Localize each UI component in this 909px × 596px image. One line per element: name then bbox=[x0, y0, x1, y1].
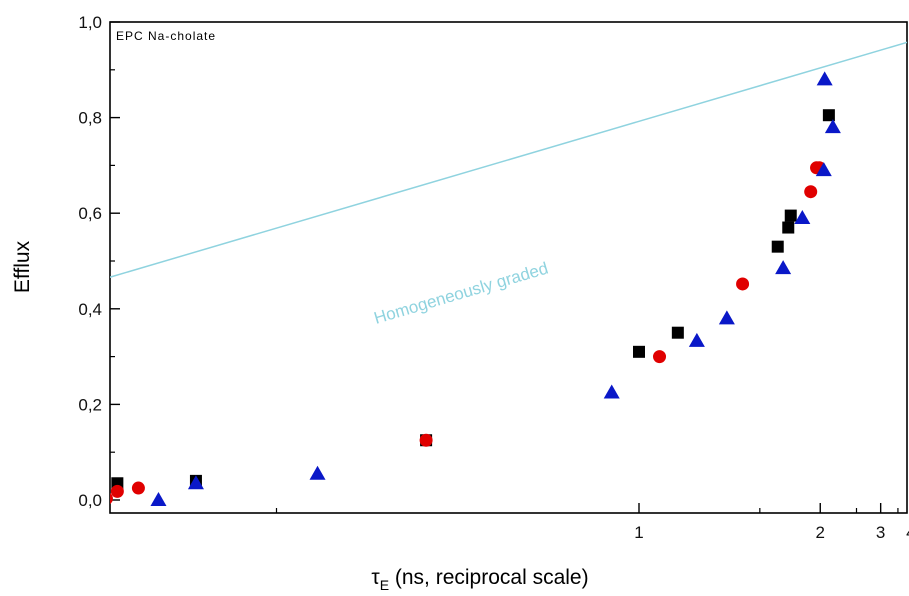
reference-line-layer bbox=[110, 41, 907, 278]
y-tick-label: 1,0 bbox=[78, 13, 102, 32]
data-point-square bbox=[54, 492, 66, 504]
data-point-square bbox=[771, 240, 784, 253]
y-axis-title: Efflux bbox=[11, 240, 34, 293]
x-axis-title: τE (ns, reciprocal scale) bbox=[371, 566, 588, 593]
x-tick-label: 4 bbox=[906, 523, 909, 542]
data-point-square bbox=[671, 326, 684, 339]
y-tick-label: 0,0 bbox=[78, 491, 102, 510]
data-point-triangle bbox=[187, 475, 204, 490]
x-axis-title-rest: (ns, reciprocal scale) bbox=[389, 566, 589, 589]
x-axis-title-subscript: E bbox=[380, 577, 389, 593]
data-point-triangle bbox=[309, 465, 326, 480]
data-point-square bbox=[782, 221, 795, 234]
x-axis: 1 2 3 4 bbox=[275, 503, 909, 542]
data-point-triangle bbox=[688, 332, 705, 347]
data-point-circle bbox=[736, 277, 750, 291]
data-point-triangle bbox=[150, 492, 167, 506]
data-point-square bbox=[633, 345, 645, 358]
y-axis: 0,0 0,2 0,4 0,6 0,8 1,0 bbox=[78, 13, 120, 510]
data-point-circle bbox=[804, 185, 818, 199]
y-tick-label: 0,2 bbox=[78, 395, 102, 414]
x-tick-label: 3 bbox=[876, 523, 885, 542]
data-point-circle bbox=[653, 350, 667, 364]
data-point-circle bbox=[419, 433, 433, 447]
plot-area bbox=[109, 21, 908, 514]
data-point-triangle bbox=[794, 209, 811, 224]
data-point-triangle bbox=[824, 119, 841, 134]
data-point-circle bbox=[110, 493, 113, 505]
data-points-layer bbox=[16, 71, 841, 506]
x-tick-label: 1 bbox=[634, 523, 643, 542]
data-point-square bbox=[16, 494, 28, 506]
panel-label: EPC Na-cholate bbox=[116, 29, 216, 43]
x-axis-title-symbol: τ bbox=[371, 566, 380, 589]
data-point-triangle bbox=[603, 384, 620, 399]
data-point-triangle bbox=[718, 310, 735, 325]
y-tick-label: 0,8 bbox=[78, 109, 102, 128]
data-point-triangle bbox=[775, 260, 792, 275]
data-point-square bbox=[784, 209, 797, 222]
data-point-triangle bbox=[815, 162, 832, 177]
y-tick-label: 0,4 bbox=[78, 300, 102, 319]
data-point-circle bbox=[110, 484, 124, 498]
data-point-circle bbox=[131, 481, 145, 495]
x-tick-label: 2 bbox=[816, 523, 825, 542]
data-point-square bbox=[42, 470, 54, 482]
reference-line bbox=[110, 41, 907, 278]
data-point-square bbox=[822, 109, 835, 122]
data-point-triangle bbox=[816, 71, 833, 86]
y-tick-label: 0,6 bbox=[78, 204, 102, 223]
